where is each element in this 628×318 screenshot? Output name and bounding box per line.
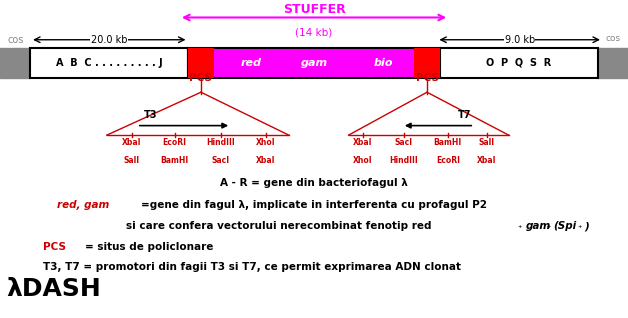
Text: XbaI: XbaI	[256, 156, 276, 165]
Text: PCS: PCS	[416, 73, 438, 83]
Text: SacI: SacI	[395, 138, 413, 147]
Text: SalI: SalI	[479, 138, 495, 147]
Text: A - R = gene din bacteriofagul λ: A - R = gene din bacteriofagul λ	[220, 178, 408, 188]
Bar	[0, 48, 30, 78]
Text: BamHI: BamHI	[161, 156, 188, 165]
Text: XhoI: XhoI	[256, 138, 276, 147]
Text: HindIII: HindIII	[389, 156, 418, 165]
Text: XbaI: XbaI	[477, 156, 497, 165]
Text: A  B  C . . . . . . . . . J: A B C . . . . . . . . . J	[56, 58, 163, 68]
Text: gam: gam	[300, 58, 328, 68]
Text: (Spi: (Spi	[553, 221, 577, 231]
Bar	[440, 48, 598, 78]
Bar	[188, 48, 214, 78]
Text: si care confera vectorului nerecombinat fenotip red: si care confera vectorului nerecombinat …	[126, 221, 431, 231]
Bar	[30, 48, 188, 78]
Text: T3, T7 = promotori din fagii T3 si T7, ce permit exprimarea ADN clonat: T3, T7 = promotori din fagii T3 si T7, c…	[43, 262, 461, 272]
Text: =gene din fagul λ, implicate in interferenta cu profagul P2: =gene din fagul λ, implicate in interfer…	[141, 200, 487, 210]
Text: λDASH: λDASH	[6, 277, 101, 301]
Text: EcoRI: EcoRI	[163, 138, 187, 147]
Text: T3: T3	[144, 110, 158, 120]
Text: (14 kb): (14 kb)	[295, 28, 333, 38]
Text: BamHI: BamHI	[434, 138, 462, 147]
Text: ⁺: ⁺	[517, 224, 522, 232]
Text: EcoRI: EcoRI	[436, 156, 460, 165]
Bar	[414, 48, 440, 78]
Text: ⁺: ⁺	[546, 224, 551, 232]
Text: SalI: SalI	[124, 156, 140, 165]
Text: cos: cos	[605, 34, 620, 43]
Text: PCS: PCS	[190, 73, 212, 83]
Text: red, gam: red, gam	[57, 200, 109, 210]
Text: T7: T7	[458, 110, 472, 120]
Text: ⁺: ⁺	[578, 224, 582, 232]
Text: HindIII: HindIII	[207, 138, 236, 147]
Text: O  P  Q  S  R: O P Q S R	[486, 58, 551, 68]
Text: PCS: PCS	[43, 242, 66, 252]
Bar	[598, 48, 628, 78]
Text: XbaI: XbaI	[122, 138, 142, 147]
Text: red: red	[241, 58, 262, 68]
Text: bio: bio	[373, 58, 393, 68]
Text: gam: gam	[526, 221, 551, 231]
Text: SacI: SacI	[212, 156, 230, 165]
Text: XbaI: XbaI	[353, 138, 373, 147]
Text: XhoI: XhoI	[353, 156, 373, 165]
Text: 20.0 kb: 20.0 kb	[91, 35, 127, 45]
Text: ): )	[584, 221, 589, 231]
Text: STUFFER: STUFFER	[283, 3, 345, 16]
Text: = situs de policlonare: = situs de policlonare	[85, 242, 213, 252]
Text: 9.0 kb: 9.0 kb	[504, 35, 535, 45]
Text: cos: cos	[8, 35, 24, 45]
Bar	[188, 48, 440, 78]
